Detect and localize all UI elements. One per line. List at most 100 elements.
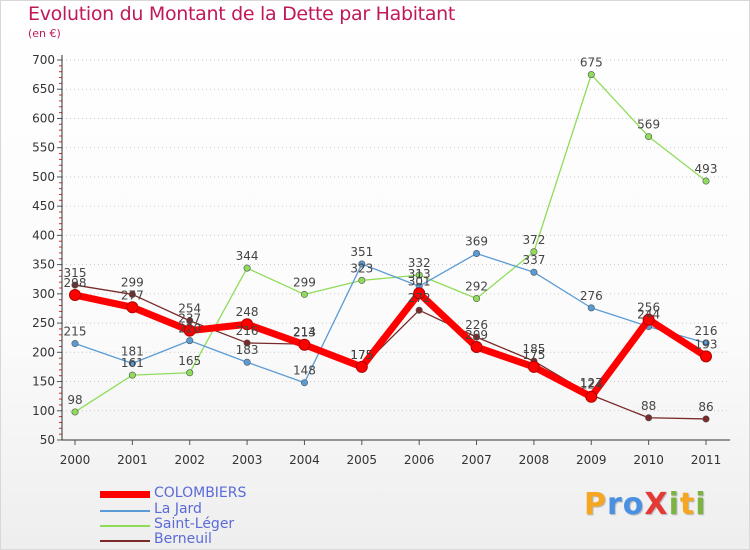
data-point <box>530 268 538 276</box>
x-tick-label: 2010 <box>633 453 664 467</box>
data-point <box>470 341 483 354</box>
data-label: 332 <box>408 256 431 270</box>
data-point <box>243 264 251 272</box>
data-point <box>186 337 194 345</box>
data-label: 215 <box>64 325 87 339</box>
y-tick-label: 550 <box>32 141 55 155</box>
y-tick-label: 650 <box>32 82 55 96</box>
data-label: 276 <box>580 289 603 303</box>
legend-label: La Jard <box>154 501 202 517</box>
series-line-saint-l-ger <box>74 73 707 413</box>
data-point <box>300 379 308 387</box>
data-point <box>126 301 139 314</box>
y-tick-label: 200 <box>32 345 55 359</box>
data-label: 175 <box>350 348 373 362</box>
x-tick-label: 2005 <box>347 453 378 467</box>
y-tick-label: 300 <box>32 287 55 301</box>
data-point <box>243 339 251 347</box>
x-tick-label: 2008 <box>519 453 550 467</box>
data-label: 185 <box>522 342 545 356</box>
data-label: 193 <box>695 337 718 351</box>
x-tick-label: 2000 <box>60 453 91 467</box>
y-tick-label: 250 <box>32 316 55 330</box>
data-point <box>700 350 712 363</box>
data-label: 493 <box>695 162 718 176</box>
data-label: 337 <box>522 253 545 267</box>
data-label: 181 <box>121 344 144 358</box>
data-label: 301 <box>408 274 431 288</box>
data-label: 124 <box>580 378 603 392</box>
series-lines <box>69 71 712 423</box>
y-tick-label: 600 <box>32 111 55 125</box>
data-label: 148 <box>293 364 316 378</box>
y-tick-label: 700 <box>32 53 55 67</box>
data-point <box>241 318 254 331</box>
legend-swatch <box>100 510 150 512</box>
data-label: 127 <box>580 376 603 390</box>
series-line-colombiers <box>71 289 710 401</box>
data-point <box>415 306 423 314</box>
data-label: 214 <box>293 325 316 339</box>
data-point <box>645 414 653 422</box>
data-label: 277 <box>121 288 144 302</box>
data-label: 344 <box>236 249 259 263</box>
data-label: 248 <box>236 305 259 319</box>
data-point <box>645 133 653 141</box>
series-line-berneuil <box>74 284 707 420</box>
data-label: 209 <box>465 328 488 342</box>
legend-swatch <box>100 525 150 527</box>
data-label: 220 <box>178 322 201 336</box>
data-point <box>585 390 598 403</box>
data-label: 323 <box>350 261 373 275</box>
data-label: 272 <box>408 291 431 305</box>
data-point <box>642 313 655 326</box>
proxiti-logo: ProXiti <box>584 487 707 522</box>
data-point <box>243 358 251 366</box>
data-point <box>473 295 481 303</box>
data-point <box>71 281 79 289</box>
legend-swatch <box>100 491 150 498</box>
data-label: 256 <box>637 301 660 315</box>
data-label: 254 <box>178 302 201 316</box>
data-point <box>587 304 595 312</box>
x-tick-label: 2009 <box>576 453 607 467</box>
data-label: 237 <box>178 312 201 326</box>
data-point <box>186 369 194 377</box>
data-label: 165 <box>178 354 201 368</box>
data-point <box>702 177 710 185</box>
data-label: 98 <box>67 393 82 407</box>
chart-unit: (en €) <box>28 27 61 40</box>
y-tick-label: 50 <box>40 433 55 447</box>
data-label: 216 <box>236 324 259 338</box>
y-tick-label: 100 <box>32 404 55 418</box>
data-point <box>473 333 481 341</box>
data-label: 351 <box>350 245 373 259</box>
data-label: 299 <box>121 275 144 289</box>
x-tick-label: 2007 <box>461 453 492 467</box>
data-point <box>358 276 366 284</box>
data-label: 315 <box>64 266 87 280</box>
data-label: 86 <box>698 400 713 414</box>
data-point <box>358 260 366 268</box>
data-point <box>355 360 368 373</box>
data-label: 244 <box>637 308 660 322</box>
x-tick-label: 2002 <box>174 453 205 467</box>
data-labels: 298 277 237 248 213 175 301 209 175 124 256 193 215 1… <box>64 56 718 414</box>
data-label: 161 <box>121 356 144 370</box>
x-tick-label: 2006 <box>404 453 435 467</box>
data-point <box>128 371 136 379</box>
data-point <box>473 250 481 258</box>
data-point <box>69 289 81 302</box>
y-tick-label: 350 <box>32 258 55 272</box>
data-label: 569 <box>637 118 660 132</box>
data-label: 183 <box>236 343 259 357</box>
data-label: 313 <box>408 267 431 281</box>
data-point <box>702 339 710 347</box>
data-label: 175 <box>522 348 545 362</box>
data-label: 299 <box>293 275 316 289</box>
y-tick-label: 500 <box>32 170 55 184</box>
data-point <box>300 290 308 298</box>
legend-label: Saint-Léger <box>154 516 235 532</box>
